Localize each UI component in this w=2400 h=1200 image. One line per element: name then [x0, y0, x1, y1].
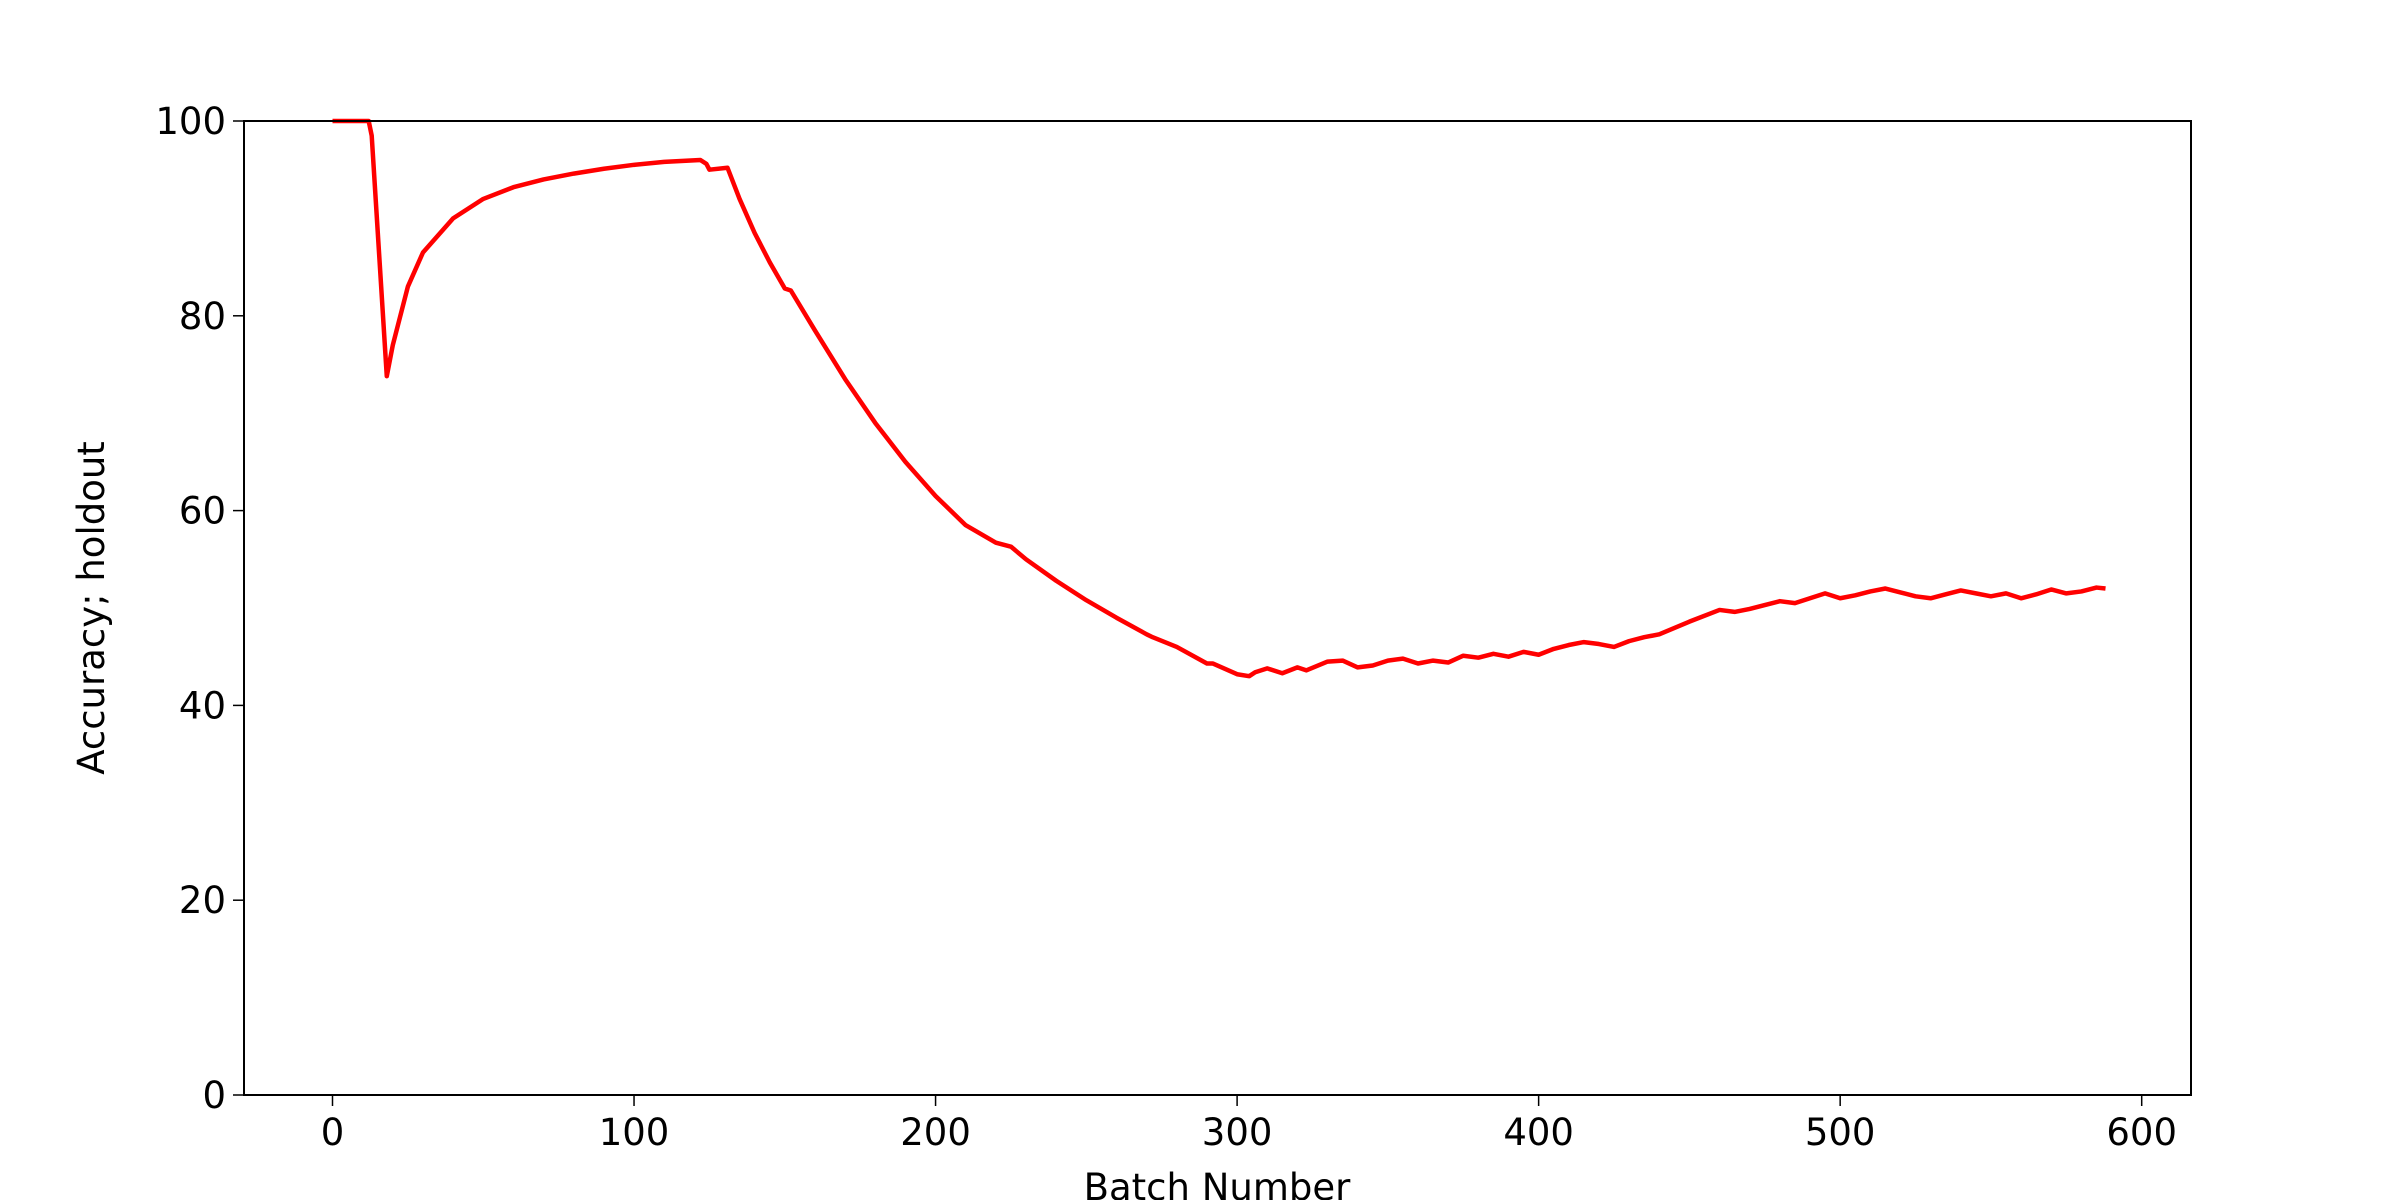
data-line	[332, 118, 2106, 679]
y-tick-label: 0	[202, 1074, 226, 1117]
y-tick-label: 20	[179, 879, 226, 922]
y-axis-label: Accuracy; holdout	[70, 441, 113, 775]
x-tick-label: 600	[2106, 1111, 2177, 1154]
plot-frame	[243, 120, 2192, 1096]
x-tick-label: 100	[599, 1111, 670, 1154]
x-tick-label: 400	[1503, 1111, 1574, 1154]
x-axis-label: Batch Number	[1084, 1166, 1352, 1200]
x-tick-label: 500	[1805, 1111, 1876, 1154]
x-tick-label: 0	[321, 1111, 345, 1154]
x-tick-label: 300	[1202, 1111, 1273, 1154]
y-tick-label: 60	[179, 490, 226, 533]
y-tick-label: 100	[155, 100, 226, 143]
y-tick-label: 40	[179, 684, 226, 727]
y-tick-label: 80	[179, 295, 226, 338]
x-tick-label: 200	[900, 1111, 971, 1154]
